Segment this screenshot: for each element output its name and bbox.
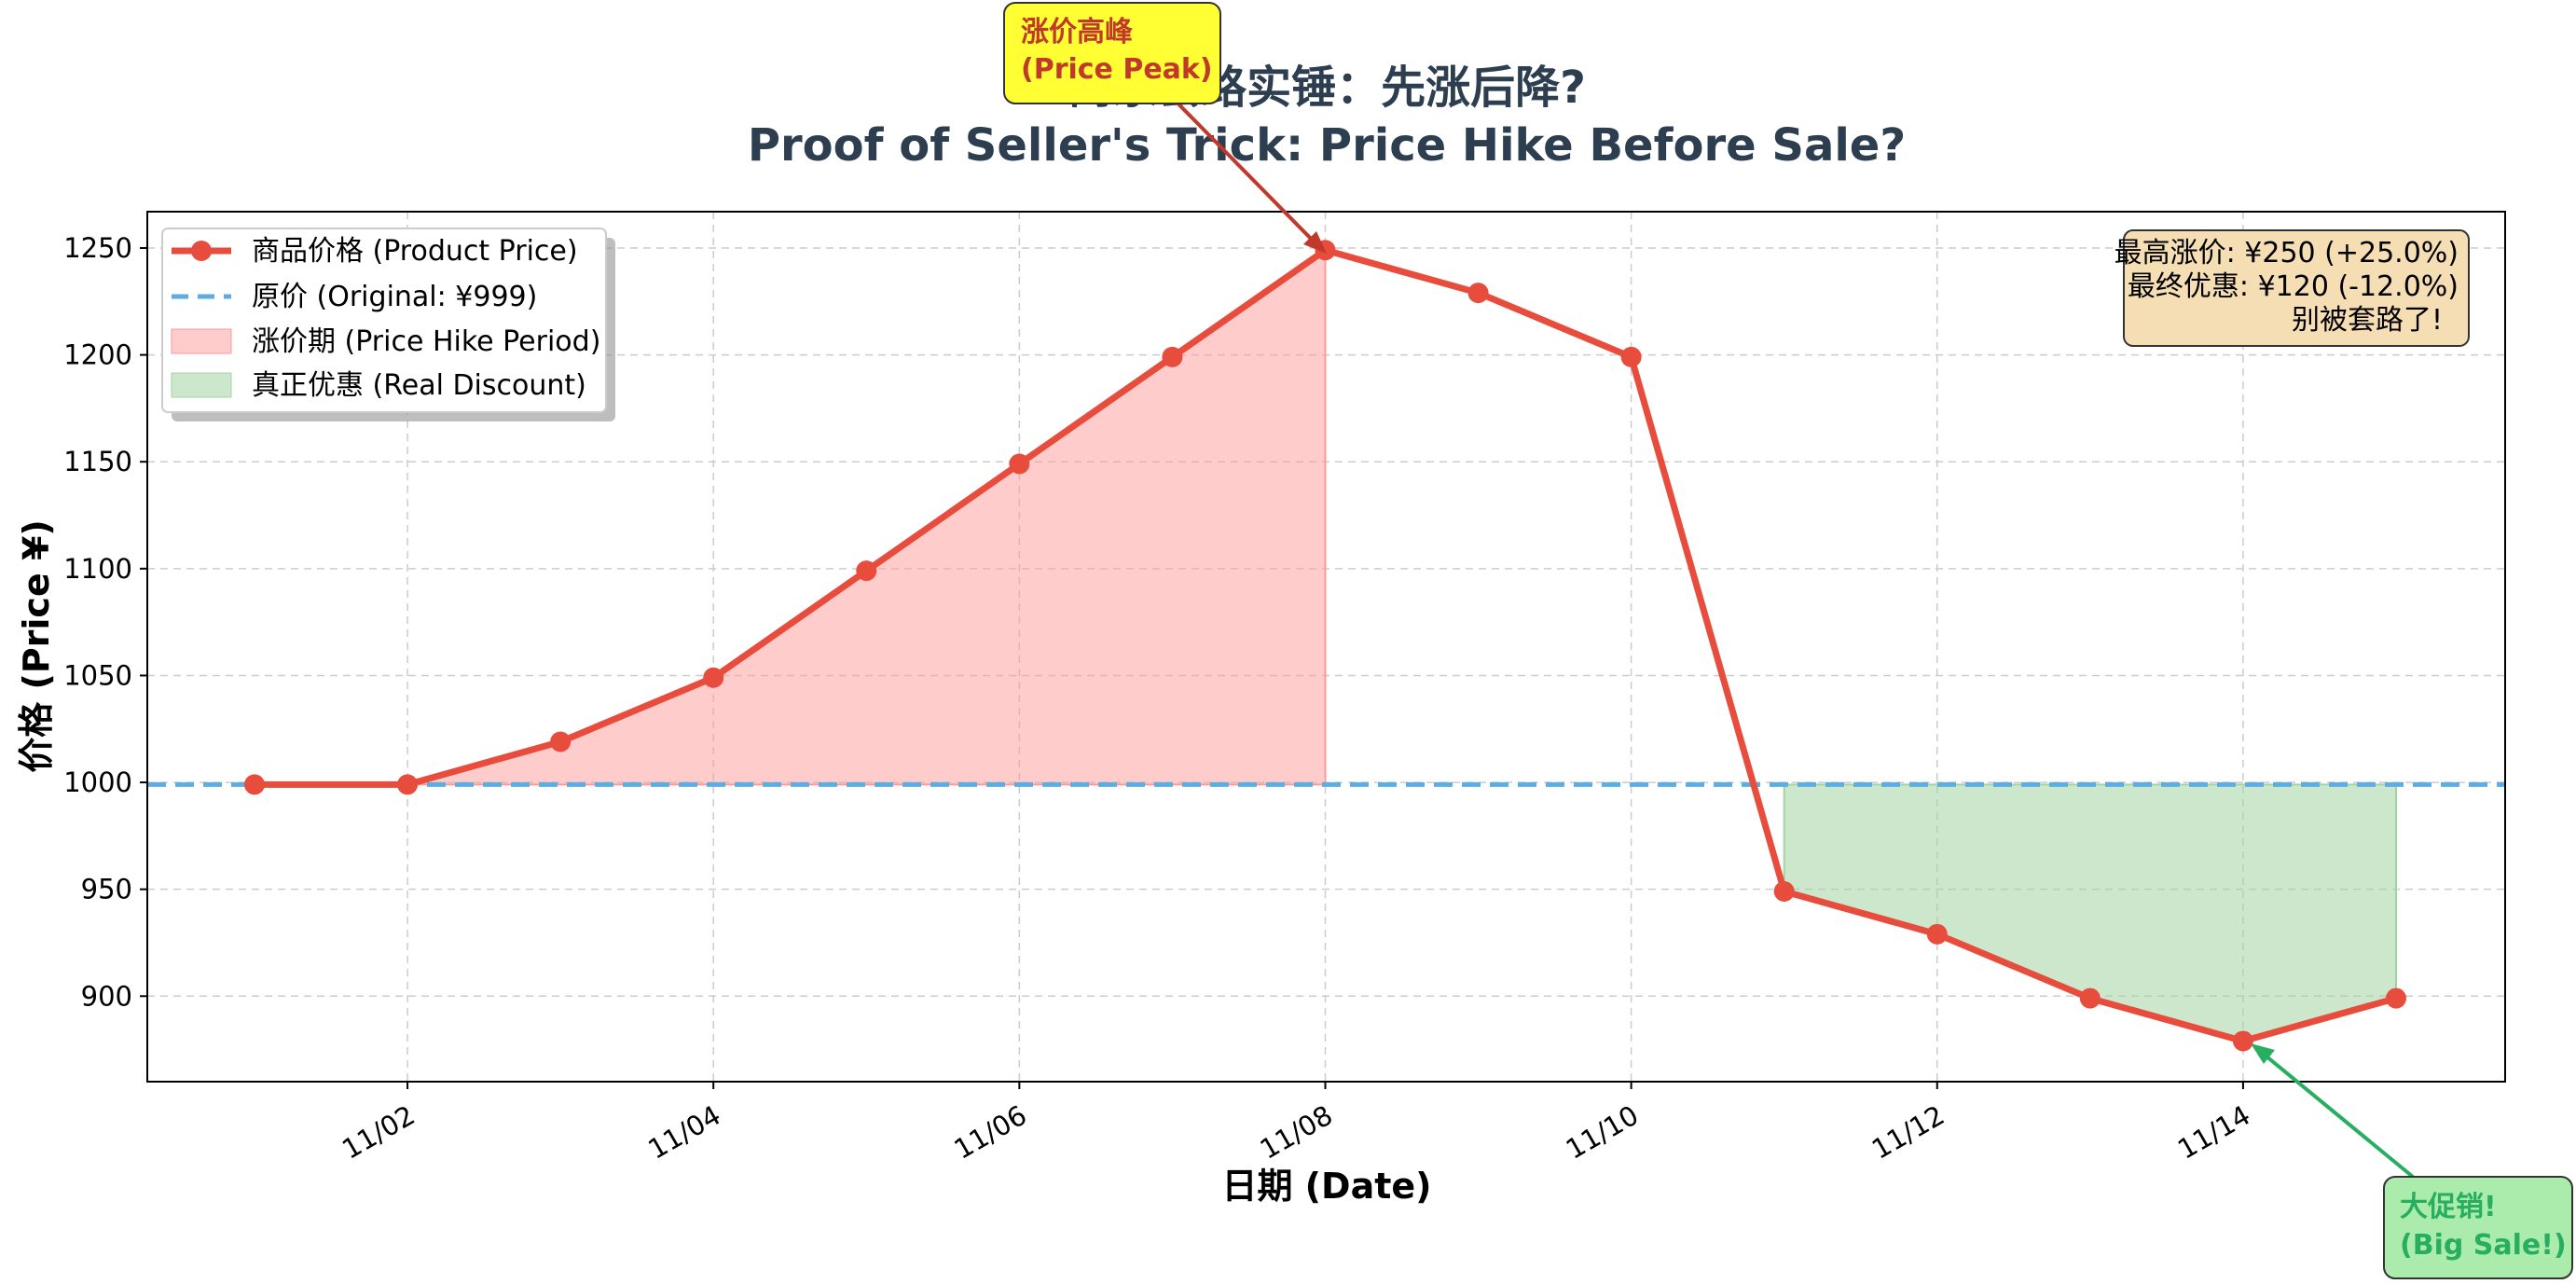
legend-entry-discount: 真正优惠 (Real Discount) [171, 369, 586, 402]
legend-label-discount: 真正优惠 (Real Discount) [252, 369, 586, 402]
x-tick-label: 11/08 [1255, 1099, 1338, 1166]
price-point [1009, 453, 1030, 475]
x-tick-label: 11/14 [2172, 1099, 2255, 1166]
legend: 商品价格 (Product Price) 原价 (Original: ¥999)… [161, 228, 615, 421]
y-tick-label: 950 [81, 874, 132, 905]
x-tick-label: 11/02 [337, 1099, 420, 1166]
peak-label-line2: (Price Peak) [1021, 53, 1213, 86]
legend-label-original: 原价 (Original: ¥999) [252, 281, 537, 313]
y-tick-label: 1250 [63, 232, 132, 264]
x-tick-label: 11/10 [1561, 1099, 1644, 1166]
x-tick-label: 11/04 [642, 1099, 725, 1166]
plot-frame [146, 211, 2506, 1083]
peak-label-line1: 涨价高峰 [1021, 16, 1133, 48]
legend-label-hike: 涨价期 (Price Hike Period) [252, 325, 600, 358]
annotation-big-sale: 大促销! (Big Sale!) [2251, 1043, 2573, 1279]
peak-arrowhead [1303, 231, 1327, 254]
y-tick-label: 1050 [63, 659, 132, 691]
price-point [244, 774, 265, 795]
price-point [2079, 987, 2101, 1009]
legend-entry-original: 原价 (Original: ¥999) [172, 281, 537, 313]
stats-line-max-hike: 最高涨价: ¥250 (+25.0%) [2115, 237, 2459, 269]
stats-line-final-discount: 最终优惠: ¥120 (-12.0%) [2128, 270, 2459, 303]
price-point [1467, 283, 1489, 304]
annotation-price-peak: 涨价高峰 (Price Peak) [1003, 2, 1327, 254]
price-point [856, 560, 877, 582]
legend-entry-price: 商品价格 (Product Price) [172, 235, 578, 268]
y-tick-label: 900 [81, 980, 132, 1012]
legend-label-price: 商品价格 (Product Price) [252, 235, 578, 268]
x-tick-label: 11/06 [948, 1099, 1031, 1166]
price-point [2385, 987, 2406, 1009]
y-tick-label: 1150 [63, 446, 132, 477]
y-tick-label: 1000 [63, 766, 132, 798]
price-point [1620, 346, 1642, 367]
price-point [1773, 880, 1795, 902]
price-point [1926, 923, 1948, 945]
price-point [397, 774, 419, 795]
sale-label-line1: 大促销! [2400, 1191, 2497, 1223]
x-axis-label: 日期 (Date) [1221, 1166, 1431, 1207]
sale-arrow [2259, 1050, 2415, 1179]
price-point [1162, 346, 1183, 367]
sale-label-line2: (Big Sale!) [2400, 1229, 2567, 1262]
x-tick-label: 11/12 [1867, 1099, 1949, 1166]
stats-box: 最高涨价: ¥250 (+25.0%) 最终优惠: ¥120 (-12.0%) … [2115, 229, 2470, 347]
y-tick-label: 1100 [63, 553, 132, 585]
y-tick-label: 1200 [63, 339, 132, 371]
legend-entry-hike: 涨价期 (Price Hike Period) [171, 325, 600, 358]
y-axis-label: 价格 (Price ¥) [16, 519, 57, 773]
price-point [2232, 1030, 2253, 1052]
price-point [550, 731, 572, 752]
sale-arrowhead [2251, 1043, 2275, 1064]
series-layer [244, 240, 2406, 1052]
peak-arrow [1150, 75, 1319, 247]
stats-line-warning: 别被套路了! [2292, 304, 2443, 337]
chart-title-line2: Proof of Seller's Trick: Price Hike Befo… [748, 119, 1906, 172]
price-point [703, 667, 724, 688]
